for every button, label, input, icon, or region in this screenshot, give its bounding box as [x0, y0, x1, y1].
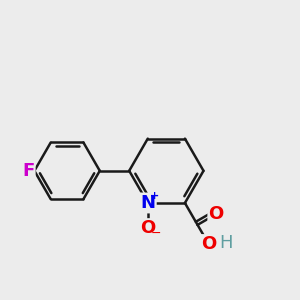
Text: O: O — [140, 219, 155, 237]
Text: −: − — [151, 227, 161, 240]
Text: +: + — [150, 190, 160, 201]
Text: H: H — [219, 234, 233, 252]
Text: O: O — [208, 205, 224, 223]
Text: O: O — [201, 235, 216, 253]
Text: F: F — [22, 162, 34, 180]
Text: N: N — [140, 194, 155, 212]
